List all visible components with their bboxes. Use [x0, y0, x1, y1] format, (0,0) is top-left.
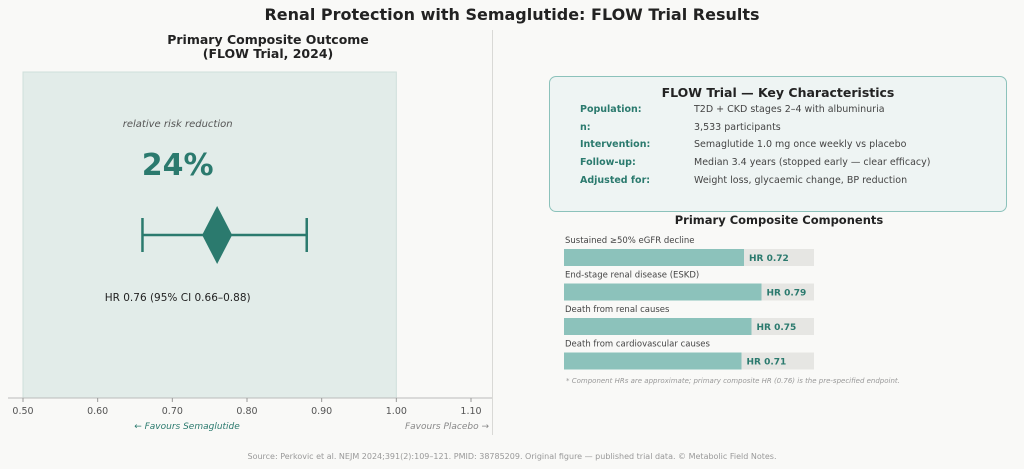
bar-value-label: HR 0.72	[749, 254, 789, 264]
bar	[564, 318, 752, 335]
x-tick-label: 1.00	[386, 406, 407, 417]
bar	[564, 249, 744, 266]
info-label: Adjusted for:	[580, 175, 651, 186]
bar-chart-title: Primary Composite Components	[675, 213, 884, 227]
info-label: Intervention:	[580, 139, 651, 150]
key-characteristics-box: FLOW Trial — Key Characteristics Populat…	[549, 76, 1007, 212]
info-row-adjusted-for: Adjusted for: Weight loss, glycaemic cha…	[550, 175, 1006, 189]
chart-title: (FLOW Trial, 2024)	[203, 46, 333, 61]
info-label: n:	[580, 122, 591, 133]
info-value: 3,533 participants	[694, 122, 781, 133]
info-row-population: Population: T2D + CKD stages 2–4 with al…	[550, 104, 1006, 118]
info-value: Median 3.4 years (stopped early — clear …	[694, 157, 931, 168]
chart-title: Primary Composite Outcome	[167, 32, 369, 47]
info-label: Follow-up:	[580, 157, 636, 168]
info-row-follow-up: Follow-up: Median 3.4 years (stopped ear…	[550, 157, 1006, 171]
info-value: T2D + CKD stages 2–4 with albuminuria	[694, 104, 885, 115]
bar-category-label: Death from cardiovascular causes	[565, 340, 710, 350]
bar-value-label: HR 0.75	[757, 323, 797, 333]
panel-divider	[492, 30, 493, 435]
info-value: Semaglutide 1.0 mg once weekly vs placeb…	[694, 139, 907, 150]
point-estimate-diamond	[202, 206, 233, 264]
hr-label: HR 0.76 (95% CI 0.66–0.88)	[105, 292, 251, 304]
rrr-caption: relative risk reduction	[123, 119, 233, 130]
info-label: Population:	[580, 104, 642, 115]
bar-category-label: End-stage renal disease (ESKD)	[565, 271, 699, 281]
page-title: Renal Protection with Semaglutide: FLOW …	[264, 5, 760, 24]
bar-category-label: Death from renal causes	[565, 305, 670, 315]
x-tick-label: 0.70	[162, 406, 183, 417]
bar	[564, 283, 762, 301]
favours-semaglutide-label: ← Favours Semaglutide	[134, 422, 240, 432]
bar-category-label: Sustained ≥50% eGFR decline	[565, 236, 695, 246]
x-tick-label: 0.60	[87, 406, 108, 417]
bar-footnote: * Component HRs are approximate; primary…	[566, 377, 900, 385]
bar-value-label: HR 0.79	[767, 289, 807, 299]
source-footer: Source: Perkovic et al. NEJM 2024;391(2)…	[247, 452, 777, 461]
forest-plot: Primary Composite Outcome(FLOW Trial, 20…	[8, 32, 492, 432]
info-value: Weight loss, glycaemic change, BP reduct…	[694, 175, 908, 186]
favours-placebo-label: Favours Placebo →	[405, 422, 489, 432]
x-tick-label: 0.50	[12, 406, 33, 417]
bar	[564, 352, 742, 370]
key-characteristics-title: FLOW Trial — Key Characteristics	[661, 85, 895, 100]
bar-value-label: HR 0.71	[747, 358, 787, 368]
x-tick-label: 1.10	[460, 406, 481, 417]
components-bar-chart: Primary Composite Components Sustained ≥5…	[564, 213, 900, 385]
x-tick-label: 0.80	[236, 406, 257, 417]
info-row-n: n: 3,533 participants	[550, 122, 1006, 136]
info-row-intervention: Intervention: Semaglutide 1.0 mg once we…	[550, 139, 1006, 153]
x-tick-label: 0.90	[311, 406, 332, 417]
rrr-value: 24%	[142, 148, 214, 183]
